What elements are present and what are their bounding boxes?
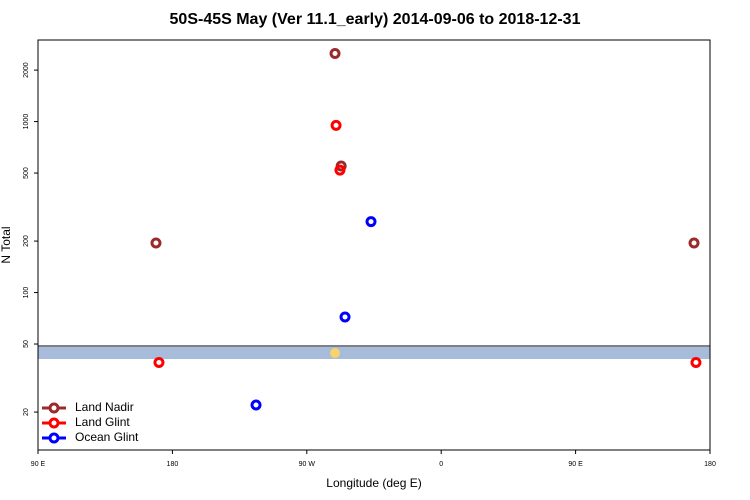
- plot-frame: [37, 39, 711, 451]
- data-point: [330, 119, 342, 131]
- data-point: [365, 216, 377, 228]
- legend-marker: [48, 402, 60, 414]
- data-point: [250, 399, 262, 411]
- x-tick-label: 90 W: [299, 461, 316, 468]
- x-axis-label: Longitude (deg E): [326, 476, 421, 490]
- y-tick-label: 100: [23, 287, 30, 299]
- legend-marker: [48, 432, 60, 444]
- data-point: [153, 356, 165, 368]
- x-tick-label: 180: [167, 461, 179, 468]
- y-tick-label: 20: [23, 408, 30, 416]
- legend-label: Land Glint: [75, 415, 130, 429]
- chart-title: 50S-45S May (Ver 11.1_early) 2014-09-06 …: [170, 11, 581, 28]
- legend-label: Ocean Glint: [75, 430, 139, 444]
- x-tick-label: 90 E: [568, 461, 583, 468]
- y-tick-label: 1000: [23, 114, 30, 130]
- legend-marker: [48, 417, 60, 429]
- data-point: [150, 237, 162, 249]
- y-tick-label: 2000: [23, 62, 30, 78]
- x-tick-label: 180: [704, 461, 716, 468]
- y-tick-label: 500: [23, 167, 30, 179]
- data-point: [334, 164, 346, 176]
- data-point: [329, 48, 341, 60]
- y-tick-label: 200: [23, 235, 30, 247]
- x-tick-label: 0: [439, 461, 443, 468]
- band-marker: [330, 348, 340, 358]
- data-point: [688, 237, 700, 249]
- x-tick-label: 90 E: [31, 461, 46, 468]
- coverage-band: [38, 347, 710, 359]
- y-tick-label: 50: [23, 340, 30, 348]
- y-axis-label: N Total: [0, 226, 13, 263]
- data-point: [690, 356, 702, 368]
- legend-label: Land Nadir: [75, 400, 134, 414]
- data-point: [339, 311, 351, 323]
